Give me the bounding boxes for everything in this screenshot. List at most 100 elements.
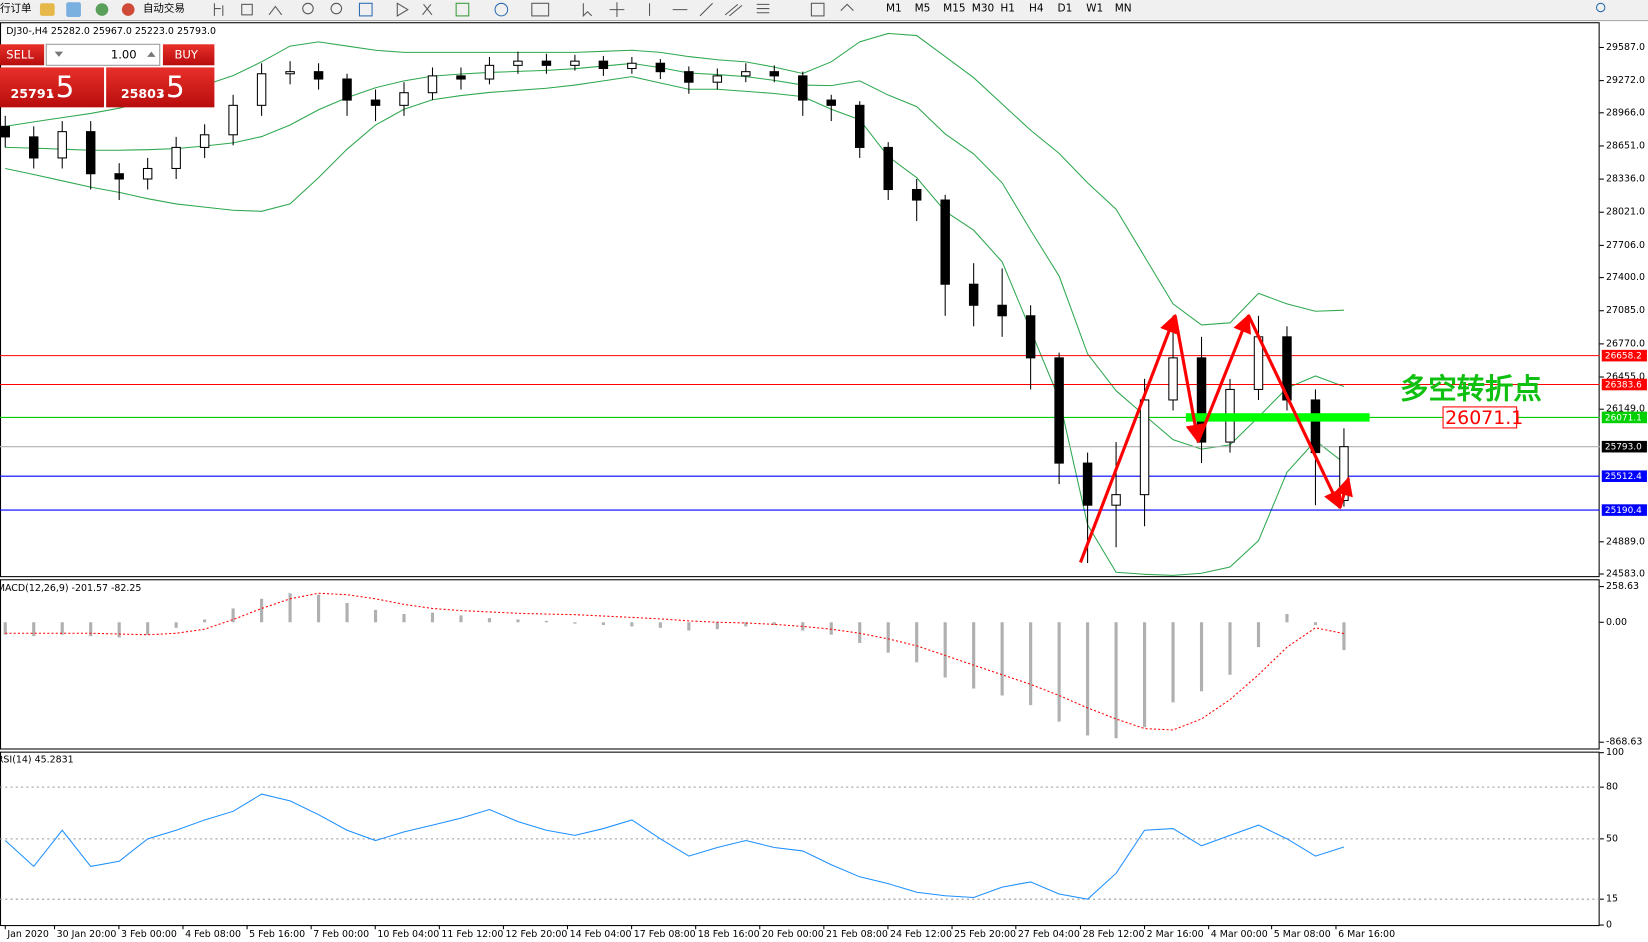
x-tick-label: 30 Jan 20:00 <box>57 929 117 940</box>
icon[interactable] <box>422 4 433 16</box>
bid-box[interactable] <box>0 67 105 108</box>
icon[interactable] <box>756 3 770 14</box>
price-level-label: 25190.4 <box>1605 506 1642 516</box>
icon[interactable] <box>213 3 224 16</box>
icon[interactable] <box>121 3 135 16</box>
icon[interactable] <box>358 2 373 17</box>
y-tick-label: 26149.0 <box>1606 404 1645 415</box>
y-tick-label: 27400.0 <box>1606 272 1645 283</box>
icon[interactable] <box>649 2 713 17</box>
timeframe-button[interactable]: M30 <box>972 3 994 15</box>
candle-body <box>228 104 238 136</box>
price-level-label: 26383.6 <box>1605 381 1642 391</box>
timeframe-button[interactable]: W1 <box>1086 3 1103 15</box>
x-tick-label: 4 Feb 08:00 <box>185 929 241 940</box>
bid-price: 25791 <box>11 86 55 101</box>
timeframe-button[interactable]: D1 <box>1058 3 1073 15</box>
annotation-text: 多空转折点 <box>1400 372 1542 406</box>
timeframe-button[interactable]: M5 <box>915 3 931 15</box>
x-tick-label: Jan 2020 <box>6 929 49 940</box>
icon[interactable] <box>840 3 854 12</box>
y-tick-label: 50 <box>1606 833 1618 844</box>
candle-body <box>684 71 694 83</box>
bollinger-band <box>5 76 1345 576</box>
y-tick-label: 27706.0 <box>1606 240 1645 251</box>
timeframe-button[interactable]: M1 <box>886 3 902 15</box>
new-order-button[interactable]: 行订单 <box>0 2 32 15</box>
y-tick-label: -868.63 <box>1606 737 1642 748</box>
auto-trading-button[interactable]: 自动交易 <box>143 2 185 15</box>
tool-icons <box>213 2 1606 18</box>
icon[interactable] <box>609 2 625 17</box>
icon[interactable] <box>66 2 81 17</box>
price-level-tag <box>1601 504 1647 516</box>
ask-price-frac: .5 <box>157 70 185 104</box>
lots-up[interactable] <box>147 51 156 57</box>
icon[interactable] <box>724 3 743 17</box>
candle-body <box>769 71 780 77</box>
x-tick-label: 14 Feb 04:00 <box>570 929 632 940</box>
candle-body <box>456 75 466 80</box>
candle-body <box>997 304 1007 317</box>
lots-input[interactable] <box>45 43 161 66</box>
buy-button[interactable] <box>162 44 215 66</box>
bid-price-frac: .5 <box>46 70 74 104</box>
y-tick-label: 29272.0 <box>1606 75 1645 86</box>
timeframe-button[interactable]: H4 <box>1029 3 1044 15</box>
buy-label[interactable]: BUY <box>174 47 198 61</box>
x-tick-label: 2 Mar 16:00 <box>1147 929 1204 940</box>
timeframe-button[interactable]: MN <box>1115 3 1132 15</box>
y-tick-label: 27085.0 <box>1606 305 1645 316</box>
ask-box[interactable] <box>106 67 215 108</box>
icon[interactable] <box>268 5 283 16</box>
candle-body <box>199 134 210 148</box>
annotation-label: 26071.1 <box>1445 407 1523 429</box>
icon[interactable] <box>396 2 409 17</box>
x-tick-label: 10 Feb 04:00 <box>377 929 439 940</box>
y-tick-label: 80 <box>1606 782 1618 793</box>
search-icon[interactable] <box>1595 2 1606 13</box>
x-tick-label: 17 Feb 08:00 <box>634 929 696 940</box>
candle-body <box>968 283 979 306</box>
icon[interactable] <box>582 3 593 18</box>
sell-label[interactable]: SELL <box>6 47 34 61</box>
annotation-box <box>1442 406 1518 429</box>
timeframe-button[interactable]: M15 <box>943 3 965 15</box>
icon[interactable] <box>330 2 343 15</box>
candle-body <box>29 136 39 159</box>
icon[interactable] <box>531 2 550 17</box>
icon[interactable] <box>810 2 825 17</box>
candle-body <box>883 146 893 191</box>
candle-body <box>142 167 153 180</box>
sell-button[interactable] <box>0 44 45 66</box>
candle-body <box>1168 357 1178 401</box>
chart-title: DJ30-,H4 25282.0 25967.0 25223.0 25793.0 <box>6 26 216 37</box>
y-tick-label: 258.63 <box>1606 581 1639 592</box>
y-tick-label: 28966.0 <box>1606 107 1645 118</box>
icon[interactable] <box>39 3 55 16</box>
timeframe-button[interactable]: H1 <box>1000 3 1015 15</box>
plot-layer: 29587.0 29272.0 28966.0 28651.0 28336.0 28021… <box>0 32 1647 940</box>
candle-body <box>513 60 523 66</box>
icon[interactable] <box>302 2 314 15</box>
price-level-tag <box>1601 411 1647 424</box>
icon[interactable] <box>455 2 470 17</box>
candle-body <box>712 75 723 83</box>
lots-down[interactable] <box>54 51 64 57</box>
x-tick-label: 3 Feb 00:00 <box>121 929 177 940</box>
candle-body <box>114 173 124 180</box>
macd-title: MACD(12,26,9) -201.57 -82.25 <box>0 583 141 594</box>
icon[interactable] <box>241 3 253 16</box>
icon[interactable] <box>95 3 109 16</box>
icon[interactable] <box>494 2 509 17</box>
lots-value[interactable]: 1.00 <box>111 47 137 61</box>
candle-body <box>285 71 295 75</box>
x-tick-label: 27 Feb 04:00 <box>1018 929 1080 940</box>
candle-body <box>1054 357 1064 464</box>
x-tick-label: 28 Feb 12:00 <box>1083 929 1145 940</box>
trade-panel: SELL 1.00 BUY 25791 .5 25803 .5 <box>0 43 215 108</box>
price-level-tag <box>1601 440 1647 453</box>
candle-body <box>940 199 950 285</box>
